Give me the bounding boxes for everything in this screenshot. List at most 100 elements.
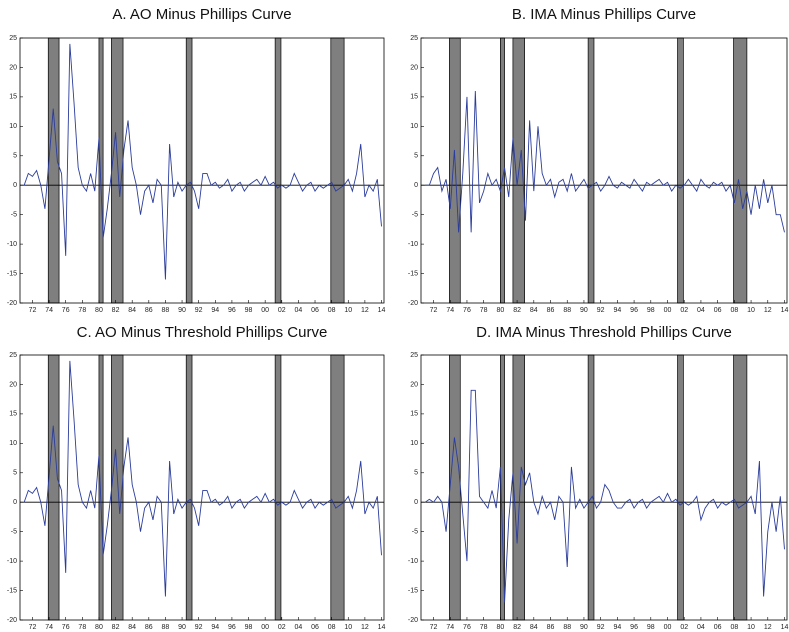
y-tick-label: -20 — [7, 300, 17, 307]
y-tick-label: 20 — [410, 64, 418, 71]
recession-band — [733, 37, 748, 304]
x-tick-label: 00 — [664, 307, 672, 314]
recession-band — [733, 354, 748, 621]
x-tick-label: 88 — [563, 307, 571, 314]
data-line — [425, 90, 785, 233]
x-tick-label: 98 — [245, 307, 253, 314]
x-tick-label: 94 — [211, 624, 219, 631]
panel: B. IMA Minus Phillips Curve -20 -15 -10 -5 0 5… — [408, 6, 789, 314]
x-tick-label: 86 — [145, 307, 153, 314]
y-tick-label: 10 — [410, 123, 418, 130]
recession-band — [677, 354, 684, 621]
plot-frame — [420, 37, 788, 304]
x-tick-label: 82 — [112, 307, 120, 314]
recession-band — [111, 354, 124, 621]
panel: A. AO Minus Phillips Curve -20 -15 -10 -5 0 5 1… — [7, 6, 386, 314]
x-tick-label: 72 — [29, 307, 37, 314]
x-tick-label: 98 — [245, 624, 253, 631]
x-tick-label: 72 — [430, 624, 438, 631]
y-tick-label: 0 — [414, 499, 418, 506]
data-line — [23, 360, 382, 597]
x-tick-label: 08 — [730, 307, 738, 314]
y-tick-label: 0 — [13, 499, 17, 506]
x-tick-label: 92 — [597, 624, 605, 631]
x-tick-label: 02 — [278, 307, 286, 314]
y-tick-label: -5 — [412, 212, 418, 219]
recession-band — [449, 37, 461, 304]
x-tick-label: 14 — [781, 624, 789, 631]
x-tick-label: 80 — [496, 624, 504, 631]
x-tick-label: 08 — [328, 307, 336, 314]
y-tick-label: 20 — [410, 381, 418, 388]
y-tick-label: -15 — [7, 587, 17, 594]
plot-frame — [19, 37, 385, 304]
x-tick-label: 10 — [747, 307, 755, 314]
panel-title: D. IMA Minus Threshold Phillips Curve — [476, 324, 732, 341]
x-tick-label: 80 — [95, 307, 103, 314]
x-tick-label: 74 — [45, 624, 53, 631]
y-tick-label: 25 — [9, 352, 17, 359]
x-tick-label: 96 — [228, 307, 236, 314]
recession-band — [47, 37, 60, 304]
y-tick-label: 15 — [410, 411, 418, 418]
x-tick-label: 98 — [647, 624, 655, 631]
x-tick-label: 76 — [62, 307, 70, 314]
x-tick-label: 90 — [178, 624, 186, 631]
data-line — [424, 389, 785, 603]
x-tick-label: 08 — [328, 624, 336, 631]
y-tick-label: 15 — [410, 94, 418, 101]
plot-frame — [19, 354, 385, 621]
y-tick-label: -5 — [412, 529, 418, 536]
x-tick-label: 92 — [597, 307, 605, 314]
recession-band — [330, 354, 345, 621]
x-tick-label: 10 — [344, 624, 352, 631]
x-tick-label: 00 — [664, 624, 672, 631]
x-tick-label: 78 — [78, 624, 86, 631]
x-tick-label: 96 — [630, 307, 638, 314]
recession-band — [677, 37, 684, 304]
y-tick-label: -10 — [408, 241, 418, 248]
x-tick-label: 84 — [128, 307, 136, 314]
x-tick-label: 02 — [680, 307, 688, 314]
x-tick-label: 88 — [162, 624, 170, 631]
x-tick-label: 74 — [446, 624, 454, 631]
y-tick-label: 5 — [414, 470, 418, 477]
x-tick-label: 10 — [344, 307, 352, 314]
x-tick-label: 02 — [278, 624, 286, 631]
panel-title: A. AO Minus Phillips Curve — [112, 6, 291, 23]
y-tick-label: 20 — [9, 64, 17, 71]
x-tick-label: 80 — [496, 307, 504, 314]
recession-band — [98, 37, 104, 304]
x-tick-label: 84 — [530, 307, 538, 314]
y-tick-label: -15 — [408, 270, 418, 277]
x-tick-label: 14 — [378, 307, 386, 314]
y-tick-label: 10 — [9, 123, 17, 130]
x-tick-label: 12 — [764, 307, 772, 314]
x-tick-label: 04 — [697, 307, 705, 314]
y-tick-label: 5 — [414, 153, 418, 160]
x-tick-label: 82 — [513, 624, 521, 631]
x-tick-label: 78 — [78, 307, 86, 314]
x-tick-label: 12 — [361, 624, 369, 631]
recession-band — [185, 37, 193, 304]
x-tick-label: 06 — [311, 307, 319, 314]
x-tick-label: 04 — [697, 624, 705, 631]
x-tick-label: 88 — [563, 624, 571, 631]
x-tick-label: 76 — [463, 624, 471, 631]
recession-band — [587, 354, 595, 621]
recession-band — [274, 354, 282, 621]
x-tick-label: 12 — [764, 624, 772, 631]
recession-band — [449, 354, 461, 621]
y-tick-label: 20 — [9, 381, 17, 388]
x-tick-label: 84 — [530, 624, 538, 631]
x-tick-label: 96 — [630, 624, 638, 631]
x-tick-label: 04 — [295, 624, 303, 631]
x-tick-label: 72 — [430, 307, 438, 314]
panel: D. IMA Minus Threshold Phillips Curve -20… — [408, 324, 789, 631]
x-tick-label: 14 — [378, 624, 386, 631]
recession-band — [512, 354, 525, 621]
x-tick-label: 72 — [29, 624, 37, 631]
y-tick-label: 5 — [13, 470, 17, 477]
data-line — [23, 43, 382, 280]
x-tick-label: 02 — [680, 624, 688, 631]
